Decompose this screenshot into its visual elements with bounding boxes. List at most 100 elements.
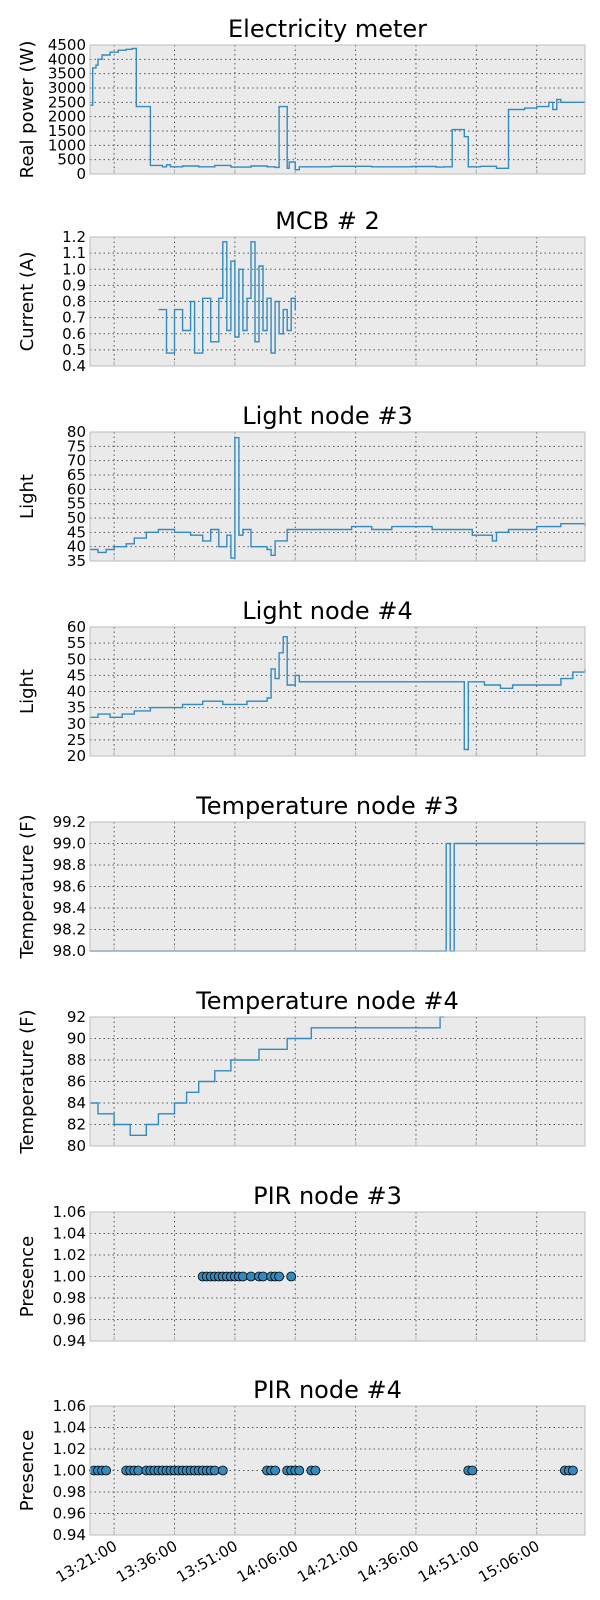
panel-title: Temperature node #4 [195, 987, 459, 1015]
y-tick-label: 99.0 [53, 835, 86, 853]
y-tick-label: 40 [67, 538, 86, 556]
y-tick-label: 0.96 [53, 1311, 86, 1329]
series-line [158, 241, 296, 354]
y-tick-label: 0.96 [53, 1505, 86, 1523]
y-axis-label: Presence [17, 1430, 38, 1511]
y-tick-label: 84 [67, 1094, 86, 1112]
y-tick-label: 86 [67, 1073, 86, 1091]
y-tick-label: 0.5 [62, 341, 86, 359]
y-tick-label: 0.94 [53, 1526, 86, 1544]
y-tick-label: 0.9 [62, 276, 86, 294]
pir-presence-point [294, 1465, 305, 1476]
y-tick-label: 1.0 [62, 260, 86, 278]
y-tick-label: 92 [67, 1008, 86, 1026]
y-axis-label: Temperature (F) [17, 814, 38, 959]
panel-6: 80 82 84 86 88 90 92 Temperature node #4 Tempera… [17, 987, 586, 1155]
panel-8: 0.94 0.96 0.98 1.00 1.02 1.04 1.06 PIR node #4 P… [17, 1376, 586, 1544]
plot-frame [89, 1016, 586, 1147]
y-tick-label: 1.2 [62, 228, 86, 246]
panel-title: PIR node #3 [253, 1182, 402, 1210]
panel-7: 0.94 0.96 0.98 1.00 1.02 1.04 1.06 PIR node #3 P… [17, 1182, 586, 1350]
y-tick-label: 1000 [48, 136, 86, 154]
y-tick-label: 60 [67, 618, 86, 636]
y-tick-label: 0.98 [53, 1289, 86, 1307]
y-tick-label: 0.98 [53, 1483, 86, 1501]
x-tick-label: 14:51:00 [415, 1537, 482, 1586]
plot-area [90, 432, 585, 561]
y-tick-label: 1.00 [53, 1462, 86, 1480]
y-tick-label: 0.94 [53, 1332, 86, 1350]
y-tick-label: 80 [67, 1137, 86, 1155]
pir-presence-point [274, 1271, 285, 1282]
x-tick-label: 13:21:00 [53, 1537, 120, 1586]
y-axis-label: Light [17, 474, 38, 519]
y-tick-label: 500 [57, 151, 86, 169]
y-tick-label: 60 [67, 480, 86, 498]
y-tick-label: 80 [67, 423, 86, 441]
plot-frame [89, 1405, 586, 1536]
y-tick-label: 2500 [48, 93, 86, 111]
pir-presence-point [286, 1271, 297, 1282]
panel-title: Temperature node #3 [195, 792, 459, 820]
y-tick-label: 45 [67, 523, 86, 541]
y-tick-label: 0.6 [62, 325, 86, 343]
panel-title: MCB # 2 [275, 207, 380, 235]
panel-title: Light node #4 [242, 597, 412, 625]
y-axis-label: Current (A) [17, 252, 38, 352]
y-tick-label: 98.8 [53, 856, 86, 874]
y-tick-label: 1.02 [53, 1440, 86, 1458]
y-tick-label: 65 [67, 466, 86, 484]
x-tick-label: 14:21:00 [294, 1537, 361, 1586]
y-tick-label: 1.02 [53, 1246, 86, 1264]
plot-frame [89, 821, 586, 952]
pir-presence-point [217, 1465, 228, 1476]
y-axis-label: Presence [17, 1236, 38, 1317]
series-line [90, 47, 585, 171]
y-tick-label: 55 [67, 634, 86, 652]
plot-frame [89, 431, 586, 562]
y-tick-label: 20 [67, 747, 86, 765]
y-tick-label: 2000 [48, 108, 86, 126]
y-tick-label: 3000 [48, 79, 86, 97]
y-tick-label: 45 [67, 666, 86, 684]
panel-title: PIR node #4 [253, 1376, 402, 1404]
y-tick-label: 75 [67, 437, 86, 455]
y-tick-label: 88 [67, 1051, 86, 1069]
y-tick-label: 30 [67, 715, 86, 733]
x-tick-label: 14:36:00 [355, 1537, 422, 1586]
series-line [90, 437, 586, 559]
plot-frame [89, 1211, 586, 1342]
y-tick-label: 70 [67, 452, 86, 470]
panel-2: 0.40.50.60.70.80.91.01.11.2 MCB # 2 Curren… [17, 207, 586, 375]
x-tick-label: 14:06:00 [234, 1537, 301, 1586]
y-tick-label: 1500 [48, 122, 86, 140]
y-tick-label: 98.6 [53, 878, 86, 896]
y-tick-label: 3500 [48, 65, 86, 83]
y-tick-label: 4000 [48, 50, 86, 68]
pir-presence-point [568, 1465, 578, 1476]
y-tick-label: 25 [67, 731, 86, 749]
y-tick-label: 98.2 [53, 921, 86, 939]
y-axis-label: Light [17, 669, 38, 714]
x-tick-label: 13:36:00 [113, 1537, 180, 1586]
pir-presence-point [270, 1465, 281, 1476]
y-tick-label: 0.7 [62, 309, 86, 327]
y-tick-label: 40 [67, 683, 86, 701]
pir-presence-point [467, 1465, 478, 1476]
y-axis-label: Temperature (F) [17, 1009, 38, 1154]
y-tick-label: 1.00 [53, 1268, 86, 1286]
y-tick-label: 1.06 [53, 1203, 86, 1221]
y-tick-label: 0 [76, 165, 86, 183]
y-tick-label: 0.4 [62, 357, 86, 375]
y-tick-label: 82 [67, 1116, 86, 1134]
panel-title: Light node #3 [242, 402, 412, 430]
y-tick-label: 55 [67, 495, 86, 513]
panel-5: 98.0 98.2 98.4 98.6 98.8 99.0 99.2 Temperature … [17, 792, 586, 960]
x-tick-label: 15:06:00 [475, 1537, 542, 1586]
y-tick-label: 35 [67, 552, 86, 570]
series-line [90, 1016, 445, 1136]
